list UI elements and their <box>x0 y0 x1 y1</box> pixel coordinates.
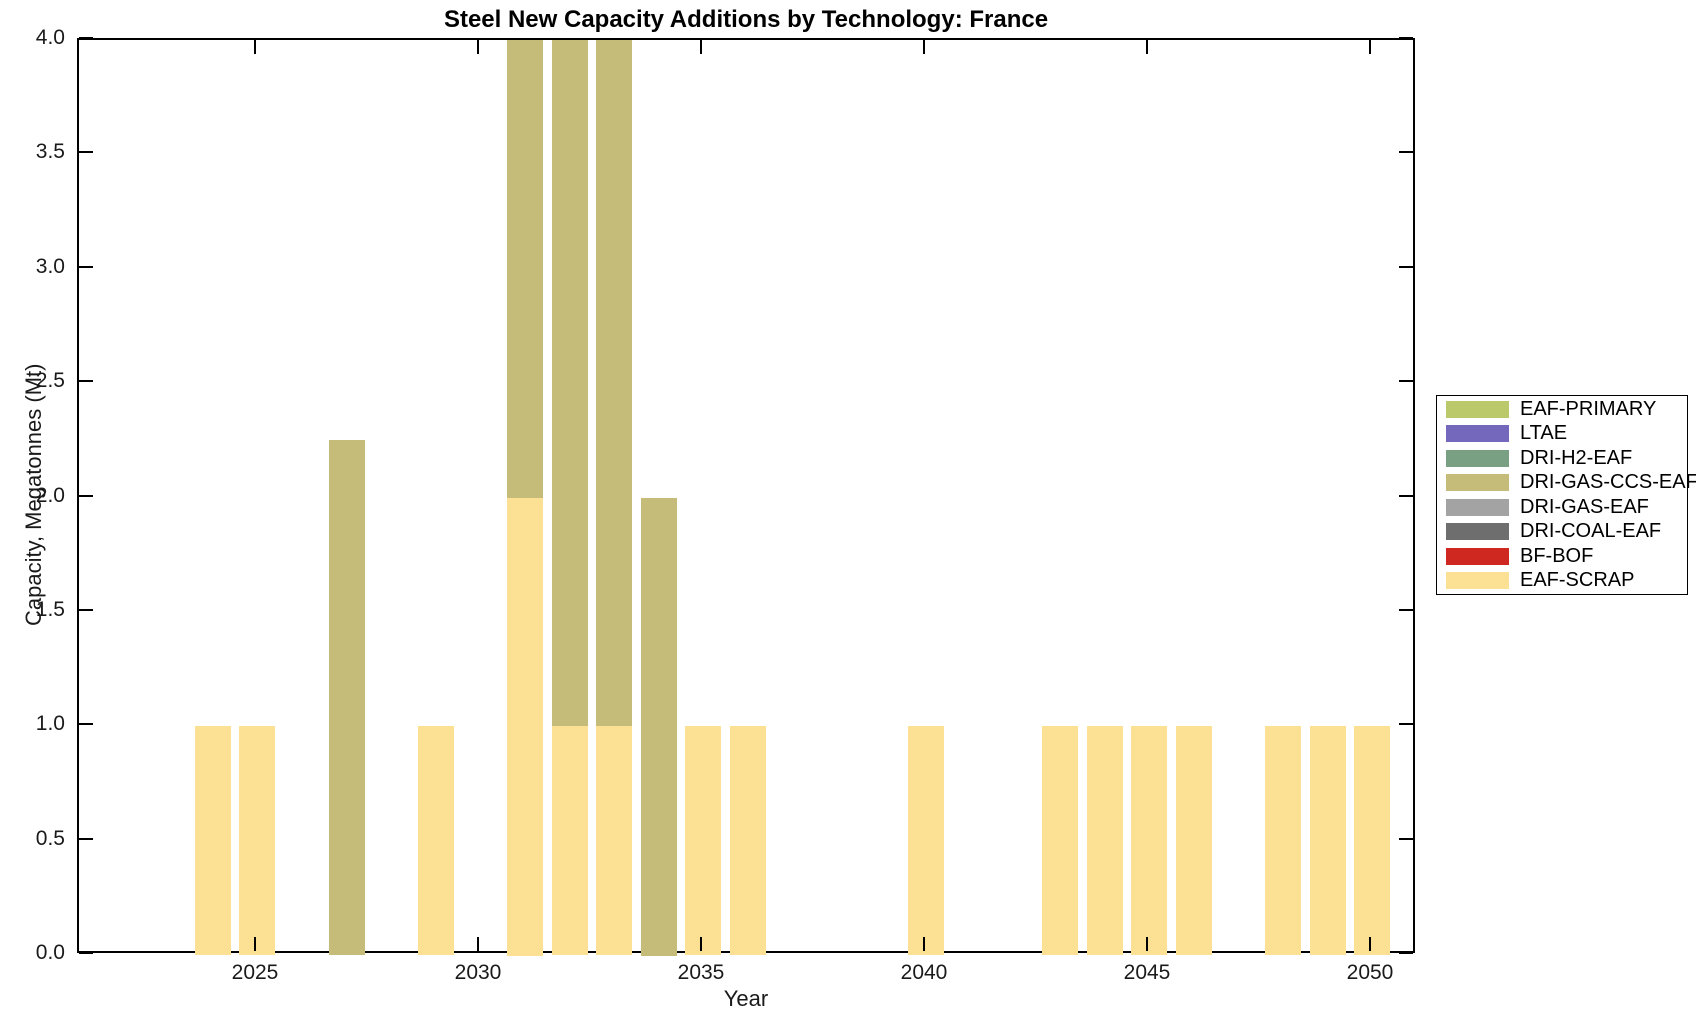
x-tick-label: 2050 <box>1346 961 1394 984</box>
y-tick-label: 4.0 <box>35 26 65 49</box>
legend-label: DRI-GAS-EAF <box>1520 495 1649 518</box>
legend-box: EAF-PRIMARY LTAE DRI-H2-EAF DRI-GAS-CCS-EAF… <box>1436 395 1696 595</box>
legend-row: DRI-GAS-CCS-EAF <box>1437 471 1696 494</box>
legend-row: LTAE <box>1437 422 1687 445</box>
y-tick-label: 1.0 <box>35 712 65 735</box>
y-tick-mark <box>79 609 93 611</box>
x-axis-label: Year <box>723 986 769 1011</box>
legend-swatch <box>1446 498 1509 516</box>
x-tick-mark <box>477 40 479 54</box>
bar-segment-dri-gas-ccs-eaf <box>641 498 677 956</box>
x-tick-label: 2025 <box>231 961 279 984</box>
legend-swatch <box>1446 400 1509 418</box>
legend-row: EAF-SCRAP <box>1437 569 1687 592</box>
legend-swatch <box>1446 474 1509 492</box>
y-tick-mark <box>1399 151 1413 153</box>
legend-row: DRI-GAS-EAF <box>1437 496 1687 518</box>
x-tick-mark <box>477 937 479 951</box>
legend-row: DRI-COAL-EAF <box>1437 520 1687 543</box>
y-tick-mark <box>1399 952 1413 954</box>
legend-row: EAF-PRIMARY <box>1437 398 1687 420</box>
y-tick-mark <box>79 952 93 954</box>
x-tick-mark <box>923 937 925 951</box>
bar-segment-dri-gas-ccs-eaf <box>552 40 588 726</box>
legend-label: BF-BOF <box>1520 544 1594 567</box>
y-tick-mark <box>1399 380 1413 382</box>
legend-swatch <box>1446 523 1509 541</box>
bar-segment-dri-gas-ccs-eaf <box>507 40 543 498</box>
bar-segment-eaf-scrap <box>1176 726 1212 955</box>
legend-swatch <box>1446 449 1509 467</box>
legend-label: DRI-GAS-CCS-EAF <box>1520 471 1696 494</box>
y-tick-mark <box>79 838 93 840</box>
y-tick-label: 2.0 <box>35 484 65 507</box>
y-tick-label: 3.5 <box>35 140 65 163</box>
x-tick-label: 2030 <box>454 961 502 984</box>
x-tick-mark <box>700 937 702 951</box>
legend-row: DRI-H2-EAF <box>1437 447 1687 469</box>
legend-label: EAF-PRIMARY <box>1520 397 1657 420</box>
y-tick-label: 2.5 <box>35 369 65 392</box>
y-tick-mark <box>79 37 93 39</box>
bar-segment-dri-gas-ccs-eaf <box>596 40 632 726</box>
y-tick-mark <box>79 266 93 268</box>
x-tick-mark <box>923 40 925 54</box>
y-tick-mark <box>1399 495 1413 497</box>
bar-segment-eaf-scrap <box>1087 726 1123 955</box>
bar-segment-eaf-scrap <box>1354 726 1390 955</box>
y-tick-label: 1.5 <box>35 598 65 621</box>
y-tick-mark <box>79 151 93 153</box>
y-tick-label: 0.0 <box>35 941 65 964</box>
y-tick-label: 0.5 <box>35 827 65 850</box>
bar-segment-eaf-scrap <box>1265 726 1301 955</box>
x-tick-label: 2040 <box>900 961 948 984</box>
legend-label: EAF-SCRAP <box>1520 569 1635 591</box>
x-tick-mark <box>254 40 256 54</box>
y-tick-mark <box>1399 723 1413 725</box>
x-tick-label: 2045 <box>1123 961 1171 984</box>
bar-segment-eaf-scrap <box>685 726 721 955</box>
bar-segment-eaf-scrap <box>730 726 766 955</box>
legend-label: DRI-H2-EAF <box>1520 446 1633 469</box>
x-tick-mark <box>254 937 256 951</box>
chart-title: Steel New Capacity Additions by Technolo… <box>443 6 1049 33</box>
legend-swatch <box>1446 425 1509 443</box>
legend-label: DRI-COAL-EAF <box>1520 520 1662 543</box>
y-tick-mark <box>79 495 93 497</box>
bar-segment-dri-gas-ccs-eaf <box>329 440 365 955</box>
bar-segment-eaf-scrap <box>418 726 454 955</box>
legend-row: BF-BOF <box>1437 545 1687 567</box>
x-tick-mark <box>1369 937 1371 951</box>
y-axis-label: Capacity, Megatonnes (Mt) <box>21 363 46 626</box>
y-tick-label: 3.0 <box>35 255 65 278</box>
y-tick-mark <box>1399 37 1413 39</box>
y-tick-mark <box>79 380 93 382</box>
bar-segment-eaf-scrap <box>195 726 231 955</box>
bar-segment-eaf-scrap <box>1131 726 1167 955</box>
x-tick-mark <box>1146 937 1148 951</box>
bar-segment-eaf-scrap <box>908 726 944 955</box>
x-tick-mark <box>1146 40 1148 54</box>
bar-segment-eaf-scrap <box>552 726 588 955</box>
x-tick-mark <box>1369 40 1371 54</box>
bar-segment-eaf-scrap <box>1042 726 1078 955</box>
x-tick-mark <box>700 40 702 54</box>
x-tick-label: 2035 <box>677 961 725 984</box>
bar-segment-eaf-scrap <box>596 726 632 955</box>
plot-area <box>77 38 1415 956</box>
y-tick-mark <box>1399 838 1413 840</box>
legend-label: LTAE <box>1520 422 1568 445</box>
bar-segment-eaf-scrap <box>239 726 275 955</box>
bar-segment-eaf-scrap <box>507 498 543 956</box>
y-tick-mark <box>1399 266 1413 268</box>
legend-swatch <box>1446 547 1509 565</box>
y-tick-mark <box>79 723 93 725</box>
y-tick-mark <box>1399 609 1413 611</box>
legend-swatch <box>1446 572 1509 589</box>
bar-segment-eaf-scrap <box>1310 726 1346 955</box>
